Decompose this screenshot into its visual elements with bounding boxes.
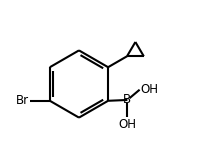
Text: Br: Br bbox=[16, 94, 29, 107]
Text: B: B bbox=[123, 93, 131, 107]
Text: OH: OH bbox=[140, 83, 158, 96]
Text: OH: OH bbox=[118, 118, 136, 131]
